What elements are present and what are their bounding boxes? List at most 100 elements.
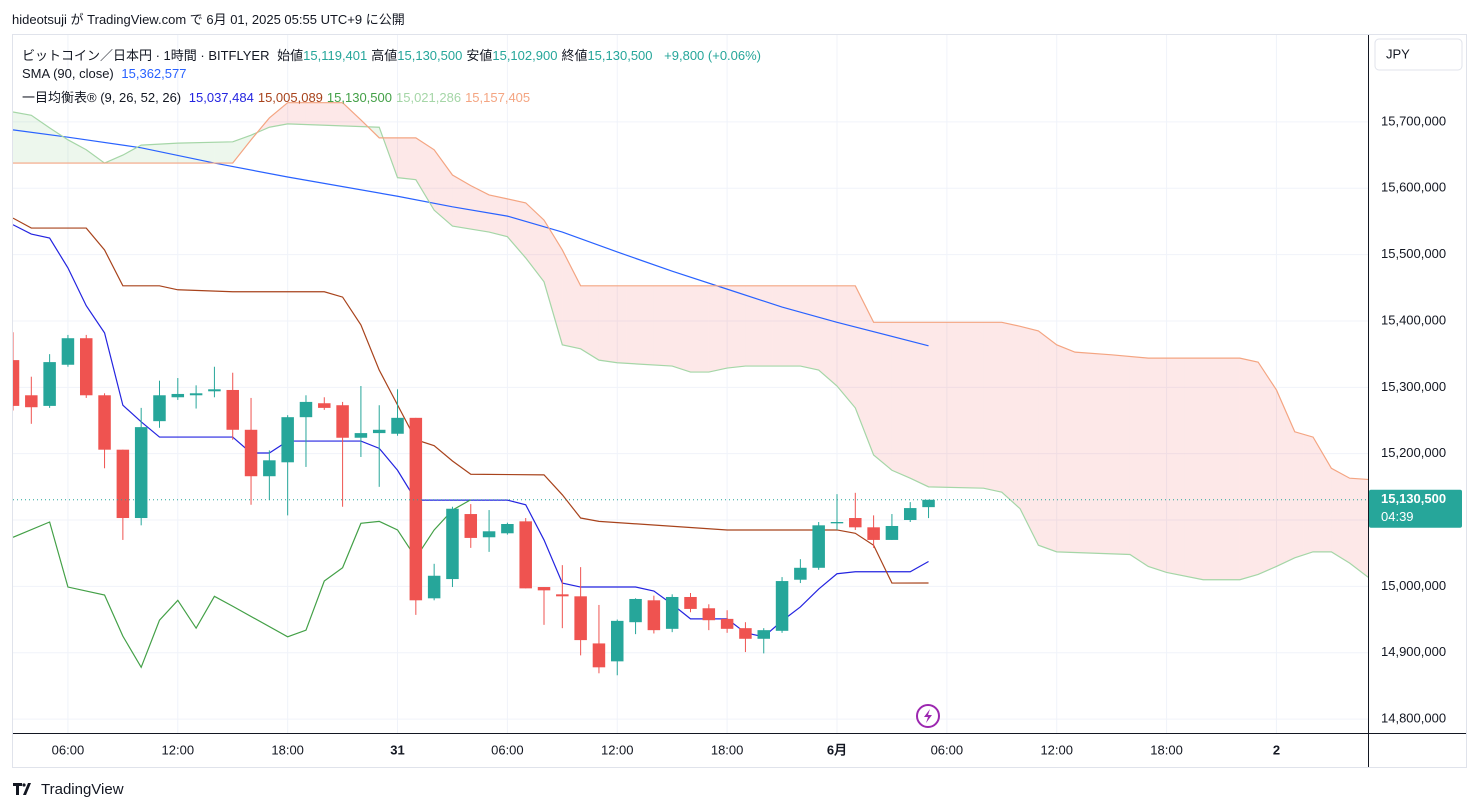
cloud <box>1129 356 1140 561</box>
cloud <box>1322 452 1332 552</box>
cloud <box>699 285 709 373</box>
sma-label: SMA (90, close) <box>22 66 114 81</box>
cloud <box>608 285 618 363</box>
cloud <box>132 145 142 164</box>
cloud <box>974 322 984 489</box>
candle-body <box>849 518 862 528</box>
cloud <box>1139 357 1149 567</box>
candle-body <box>116 449 130 519</box>
cloud <box>1276 389 1286 567</box>
cloud <box>205 142 215 164</box>
cloud <box>315 102 325 126</box>
cloud <box>562 249 572 347</box>
cloud <box>278 102 288 126</box>
cloud <box>956 322 966 488</box>
cloud <box>1157 358 1167 573</box>
cloud <box>58 133 68 164</box>
cloud <box>168 143 178 164</box>
x-tick-label: 2 <box>1273 742 1280 757</box>
cloud <box>287 102 297 125</box>
cloud <box>772 285 783 367</box>
cloud <box>1340 473 1350 564</box>
cloud <box>122 150 133 164</box>
cloud <box>13 111 23 164</box>
cloud <box>470 185 480 231</box>
ohlc-label: 終値 <box>561 48 588 63</box>
cloud <box>653 285 664 366</box>
x-tick-label: 18:00 <box>1150 742 1183 757</box>
y-tick-label: 14,800,000 <box>1381 711 1446 726</box>
logo <box>13 783 31 795</box>
candle-body <box>299 401 313 418</box>
cloud <box>1313 437 1323 552</box>
candle-body <box>556 594 569 597</box>
change: +9,800 (+0.06%) <box>664 48 762 63</box>
cloud <box>232 138 242 164</box>
candle-body <box>25 395 38 408</box>
price-label: 15,130,500 <box>1381 491 1446 506</box>
y-tick-label: 15,400,000 <box>1381 312 1446 327</box>
candle-body <box>226 389 239 430</box>
event-icon[interactable] <box>916 704 940 728</box>
cloud <box>928 322 938 488</box>
cloud <box>40 121 50 164</box>
candle-body <box>263 460 276 477</box>
candle-body <box>409 417 423 601</box>
currency-box[interactable] <box>1374 38 1463 71</box>
x-tick-label: 12:00 <box>162 742 195 757</box>
cloud <box>1258 362 1268 575</box>
cloud <box>864 304 874 455</box>
cloud <box>1267 376 1277 571</box>
cloud <box>663 285 673 367</box>
cloud <box>626 285 636 364</box>
cloud <box>1239 358 1249 580</box>
cloud <box>571 267 581 349</box>
cloud <box>809 285 819 371</box>
x-tick-label: 12:00 <box>601 742 634 757</box>
cloud <box>690 285 700 373</box>
cloud <box>388 137 398 178</box>
ohlc-label: 高値 <box>371 48 398 63</box>
candle-body <box>318 403 331 408</box>
candle-body <box>684 596 697 609</box>
cloud <box>580 285 590 355</box>
legend-ichimoku: 一目均衡表® (9, 26, 52, 26) 15,037,484 15,005,… <box>22 87 538 106</box>
cloud <box>333 102 343 126</box>
cloud <box>525 202 535 270</box>
cloud <box>159 143 169 164</box>
cloud <box>745 285 755 367</box>
candle-body <box>647 600 661 631</box>
ohlc-value: 15,119,401 <box>303 48 368 63</box>
ohlc-label: 始値 <box>277 48 304 63</box>
currency: JPY <box>1386 46 1410 61</box>
cloud <box>1194 358 1204 580</box>
cloud <box>946 322 957 488</box>
cloud <box>424 143 435 211</box>
candle-body <box>61 338 75 365</box>
cloud <box>791 285 801 367</box>
cloud <box>507 198 517 248</box>
candle-body <box>13 360 20 406</box>
cloud <box>589 285 599 361</box>
cloud <box>800 285 810 369</box>
candle-body <box>427 575 441 599</box>
y-tick-label: 15,500,000 <box>1381 246 1446 261</box>
cloud <box>901 322 911 479</box>
candle-body <box>372 429 386 434</box>
x-tick-label: 31 <box>390 742 404 757</box>
candle-body <box>391 417 404 434</box>
cloud <box>1029 328 1039 546</box>
ichimoku-value: 15,037,484 <box>188 90 254 105</box>
cloud <box>49 127 59 164</box>
cloud <box>1010 324 1021 509</box>
cloud <box>461 180 471 230</box>
ohlc-value: 15,102,900 <box>492 48 558 63</box>
cloud <box>351 111 361 127</box>
candle-body <box>98 395 111 450</box>
cloud <box>1075 352 1085 553</box>
cloud <box>937 322 947 488</box>
cloud <box>86 149 96 164</box>
candle-body <box>446 508 459 580</box>
cloud <box>1303 434 1314 555</box>
cloud <box>1020 326 1030 527</box>
